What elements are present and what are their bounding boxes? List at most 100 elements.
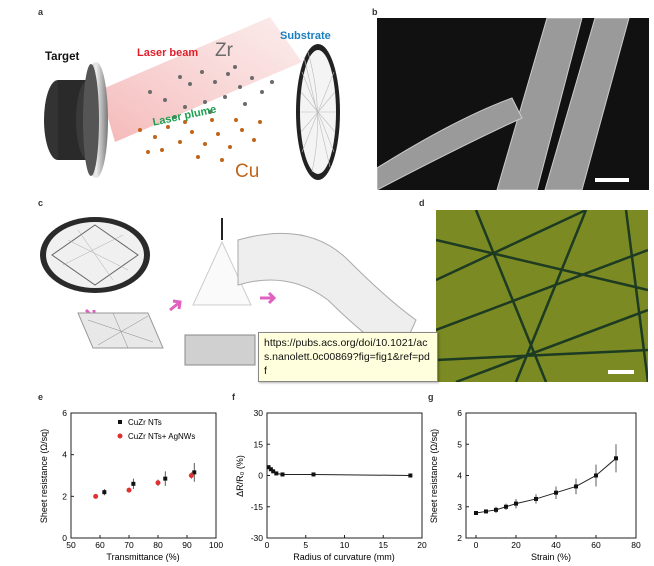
data-point [311,472,316,477]
x-tick-label: 15 [379,540,389,550]
chart-e-yticks: 0 2 4 6 [62,408,74,543]
panel-a-schematic: Target Laser beam Zr Laser plume Cu Subs… [44,17,340,182]
data-point [474,511,478,515]
legend-e-marker-1 [118,420,122,424]
y-tick-label: 6 [62,408,67,418]
url-tooltip: https://pubs.acs.org/doi/10.1021/acs.nan… [258,332,438,382]
chart-f-ylabel: ΔR/R₀ (%) [235,455,245,497]
label-cu: Cu [235,161,259,182]
label-zr: Zr [215,40,234,61]
label-laser-beam: Laser beam [137,47,198,59]
chart-e-frame [70,412,217,539]
chart-f: 0 5 10 15 20 -30 -15 0 15 30 Radius of curvature… [235,408,427,562]
data-point [192,470,197,475]
panel-c-schematic [40,217,417,366]
y-tick-label: 15 [254,439,264,449]
data-point [131,481,136,486]
panel-letter-c: c [38,198,44,208]
legend-e-label-1: CuZr NTs [128,418,162,427]
series-line [475,457,617,514]
arrow-3 [260,291,277,305]
x-tick-label: 80 [631,540,641,550]
data-point [614,456,618,461]
data-point [554,490,558,495]
chart-f-marks [266,465,413,478]
data-point [155,480,161,486]
data-point [514,501,518,506]
chart-e-ylabel: Sheet resistance (Ω/sq) [39,429,49,523]
x-tick-label: 20 [511,540,521,550]
data-point [574,484,578,489]
x-tick-label: 5 [303,540,308,550]
nanotrough-1 [496,18,583,190]
data-point [271,469,276,474]
droplet [192,240,252,306]
data-point [280,472,285,477]
nanotrough-network [436,210,648,382]
chart-f-yticks: -30 -15 0 15 30 [251,408,270,543]
scale-bar-b [595,178,629,182]
chart-g: 0 20 40 60 80 2 3 4 5 6 Strain (%) Sheet resista… [429,408,641,562]
panel-letter-a: a [38,7,44,17]
y-tick-label: 4 [457,471,462,481]
cu-particles [138,118,262,162]
y-tick-label: 3 [457,502,462,512]
label-substrate: Substrate [280,30,331,42]
data-point [534,496,538,501]
chart-g-marks [474,444,618,515]
panel-letter-d: d [419,198,425,208]
x-tick-label: 10 [340,540,350,550]
panel-letter-g: g [428,392,434,402]
y-tick-label: 2 [457,533,462,543]
label-target: Target [45,51,79,63]
x-tick-label: 100 [209,540,223,550]
data-point [188,473,194,478]
x-tick-label: 40 [551,540,561,550]
x-tick-label: 60 [591,540,601,550]
panel-letter-e: e [38,392,44,402]
x-tick-label: 60 [95,540,105,550]
y-tick-label: 4 [62,450,67,460]
chart-g-frame [465,412,637,539]
chart-e-marks [93,463,197,499]
data-point [494,507,498,512]
x-tick-label: 50 [66,540,76,550]
x-tick-label: 20 [417,540,427,550]
arrow-2 [169,299,182,312]
data-point [93,493,99,499]
nanotrough-2 [544,18,630,190]
legend-e-label-2: CuZr NTs+ AgNWs [128,432,195,441]
panel-letter-b: b [372,7,378,17]
chart-f-xlabel: Radius of curvature (mm) [293,552,395,562]
chart-g-yticks: 2 3 4 5 6 [457,408,469,543]
y-tick-label: 0 [62,533,67,543]
y-tick-label: 6 [457,408,462,418]
data-point [504,504,508,509]
data-point [484,509,488,514]
x-tick-label: 80 [153,540,163,550]
legend-e-marker-2 [117,433,123,439]
nanotrough-3 [377,97,523,190]
data-point [163,476,168,481]
data-point [126,487,132,493]
chart-g-xlabel: Strain (%) [531,552,571,562]
panel-b-sem-image [377,18,649,190]
zr-particles [148,65,274,119]
y-tick-label: -15 [251,502,264,512]
data-point [268,467,273,472]
data-point [274,471,279,476]
y-tick-label: -30 [251,533,264,543]
y-tick-label: 0 [258,471,263,481]
data-point [408,473,413,478]
substrate-block [184,334,256,366]
chart-g-ylabel: Sheet resistance (Ω/sq) [429,429,439,523]
chart-g-xticks: 0 20 40 60 80 [474,535,641,550]
y-tick-label: 30 [254,408,264,418]
flexible-film [237,232,417,361]
x-tick-label: 70 [124,540,134,550]
y-tick-label: 5 [457,439,462,449]
panel-d-optical-image [436,210,648,382]
y-tick-label: 2 [62,491,67,501]
chart-f-xticks: 0 5 10 15 20 [265,535,427,550]
data-point [266,465,271,470]
